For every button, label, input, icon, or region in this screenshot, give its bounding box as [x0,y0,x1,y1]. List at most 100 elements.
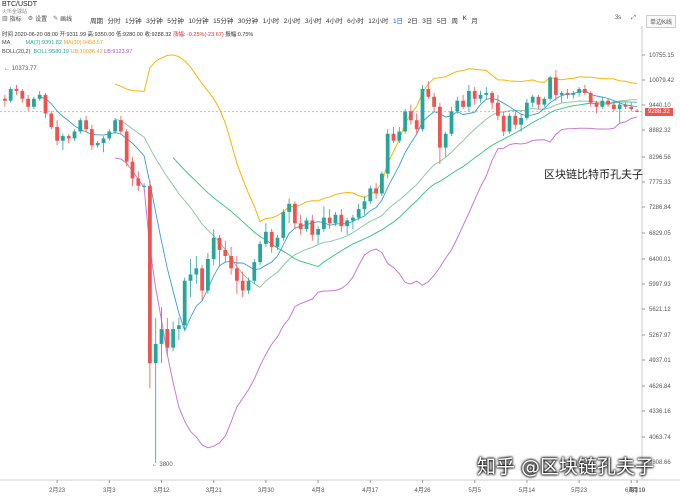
candle-body [322,217,326,229]
interval-9[interactable]: 2小时 [283,18,301,25]
interval-6[interactable]: 15分钟 [213,18,234,25]
candle-body [612,104,616,110]
candle-body [298,223,303,229]
gear-icon: ⚙ [27,16,34,22]
bar-chart-icon: ▥ [2,16,8,22]
candle-body [414,120,419,130]
candle-body [246,280,251,291]
settings-button[interactable]: ⚙ 设置 [27,16,48,23]
boll-label[interactable]: BOLL(20,2) [2,49,31,55]
candle-body [90,129,94,146]
interval-7[interactable]: 30分钟 [237,18,259,25]
interval-8[interactable]: 1小时 [262,18,280,25]
candle-body [275,237,280,247]
interval-12[interactable]: 6小时 [347,18,364,25]
ohlc-close: 收:9288.32 [144,32,172,38]
candle-body [455,100,460,112]
boll-lb-value: LB:9123.97 [104,49,133,55]
y-tick-label: 8296.56 [649,155,671,161]
candle-body [554,77,558,95]
x-tick-label: 3月21 [206,487,223,494]
candle-body [113,120,117,132]
candle-body [14,88,19,91]
candle-body [490,92,494,103]
candle-body [420,88,425,130]
candle-body [478,94,483,99]
x-tick-label: 3月30 [258,487,275,494]
mode-dropdown[interactable]: 单边K线 [645,15,676,28]
candle-body [583,88,587,93]
fullscreen-icon[interactable]: ⤢ [631,15,636,21]
interval-16[interactable]: 3日 [422,18,433,25]
y-tick-label: 3808.66 [649,460,671,466]
indicator-button[interactable]: ▥ 指标 [2,16,22,23]
candle-body [536,96,541,105]
candle-body [206,259,210,291]
candle-body [472,90,477,99]
boll-up-value: UB:10036.42 [70,49,103,55]
interval-2[interactable]: 1分钟 [125,18,142,25]
toolbar: BTC/USDT 火币全球站 ▥ 指标 ⚙ 设置 ✎ 画线 周期 分时 1分钟 3分钟 5分钟… [0,0,680,28]
interval-3[interactable]: 3分钟 [146,18,163,25]
candle-body [55,126,59,141]
interval-13[interactable]: 12小时 [368,18,389,25]
interval-19[interactable]: K [462,15,467,22]
boll-lower-line [115,116,638,449]
refresh-rate[interactable]: 3s [614,15,622,21]
interval-1[interactable]: 分时 [107,18,121,25]
candle-body [43,94,48,114]
candle-body [345,220,349,227]
interval-10[interactable]: 3小时 [304,18,322,25]
candle-body [32,98,36,107]
candle-body [623,104,628,107]
candle-body [235,268,239,281]
ma-label[interactable]: MA [2,40,11,46]
x-tick-label: 6月19 [629,487,646,494]
candle-body [188,274,193,281]
candle-body [403,111,407,132]
ma-legend: MA MA(7):9391.82 MA(30):9458.57 [2,40,103,46]
interval-15[interactable]: 2日 [407,18,418,25]
candle-body [496,102,500,116]
candle-body [119,120,123,132]
interval-17[interactable]: 5日 [436,18,447,25]
candle-body [78,120,83,132]
interval-4[interactable]: 5分钟 [167,18,184,25]
candle-body [600,100,605,107]
interval-14[interactable]: 1日 [392,18,404,25]
candle-body [240,280,245,291]
candle-body [513,115,518,125]
y-tick-label: 10079.42 [649,78,675,84]
watermark-footer: 知乎 @区块链孔夫子 [477,456,655,478]
candle-body [84,120,88,130]
candle-body [304,220,309,229]
interval-0[interactable]: 周期 [90,18,103,25]
candle-body [507,115,512,132]
candle-body [124,131,129,162]
y-tick-label: 10755.15 [649,53,675,59]
y-tick-label: 4336.16 [649,409,671,415]
candle-body [252,262,257,281]
interval-18[interactable]: 周 [451,18,458,25]
x-tick-label: 3月12 [153,487,170,494]
candle-body [530,96,535,103]
interval-11[interactable]: 4小时 [325,18,343,25]
high-marker: ← 10373.77 [4,66,37,72]
candle-body [310,220,315,235]
candle-body [380,173,384,194]
y-tick-label: 6400.01 [649,257,671,263]
interval-5[interactable]: 10分钟 [188,18,209,25]
last-price-tag: 9288.32 [645,108,673,116]
ma7-value: MA(7):9391.82 [25,40,62,46]
x-tick-label: 4月26 [414,487,431,494]
candle-body [26,98,30,107]
interval-20[interactable]: 月 [471,18,478,25]
candle-body [525,102,529,119]
pencil-icon: ✎ [53,16,59,22]
x-tick-label: 5月14 [519,487,536,494]
ma7-line [39,90,638,332]
candle-body [385,133,390,174]
candle-body [501,115,506,132]
draw-line-button[interactable]: ✎ 画线 [53,16,73,23]
